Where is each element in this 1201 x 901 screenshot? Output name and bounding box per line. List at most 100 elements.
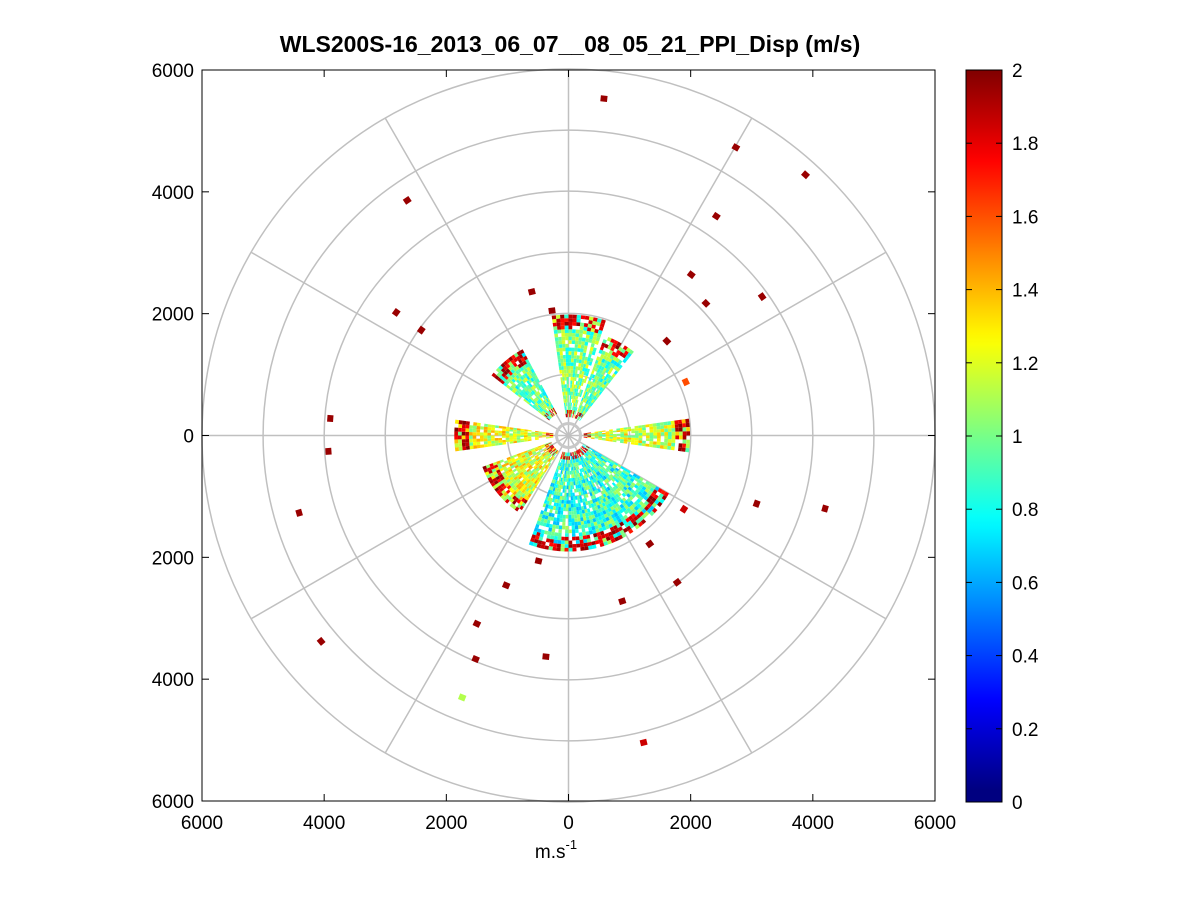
sector-1-bin (578, 362, 582, 367)
sector-3-bin (631, 430, 636, 434)
sector-1-bin (572, 410, 574, 414)
sector-4-bin (572, 451, 575, 456)
sector-2-bin (579, 404, 582, 409)
sector-4-bin (583, 482, 587, 487)
sector-3-bin (609, 433, 614, 436)
sector-4-bin (561, 459, 564, 463)
sector-5-bin (520, 430, 525, 433)
sector-4-bin (657, 488, 663, 494)
sector-1-bin (569, 413, 571, 418)
sector-4-bin (617, 481, 623, 486)
sector-3-bin (634, 425, 639, 429)
sector-5-bin (505, 435, 510, 438)
sector-4-bin (552, 546, 557, 551)
sector-4-bin (577, 521, 582, 526)
sector-4-bin (560, 462, 563, 467)
sector-1-bin (571, 332, 576, 337)
sector-4-bin (613, 474, 619, 479)
sector-0-bin (527, 394, 532, 399)
sector-4-bin (560, 547, 565, 552)
sector-0-bin (546, 406, 550, 411)
sector-2-bin (608, 349, 614, 355)
sector-6-bin (541, 451, 545, 455)
sector-0-bin (517, 387, 522, 393)
sector-0-bin (511, 378, 516, 383)
sector-4-bin (588, 526, 593, 532)
sector-4-bin (580, 546, 585, 551)
sector-6-bin (504, 462, 510, 467)
sector-3-bin (631, 437, 636, 441)
sector-1-bin (565, 362, 569, 366)
sector-4-bin (571, 511, 575, 515)
sector-4-bin (640, 493, 646, 499)
sector-3-bin (598, 430, 602, 433)
sector-0-bin (539, 384, 544, 389)
sector-5-bin (509, 435, 513, 438)
sector-2-bin (581, 410, 585, 414)
sector-4-bin (577, 473, 581, 477)
sector-1-bin (556, 351, 561, 356)
sector-5-bin (458, 442, 463, 448)
sector-4-bin (636, 508, 642, 514)
sector-4-bin (600, 467, 605, 472)
sector-1-bin (579, 389, 582, 394)
sector-1-bin (577, 366, 581, 371)
sector-4-bin (559, 484, 562, 489)
sector-5-bin (542, 431, 547, 434)
sector-4-bin (541, 514, 546, 519)
sector-4-bin (598, 465, 602, 469)
sector-2-bin (610, 359, 616, 365)
sector-5-bin (483, 435, 488, 439)
sector-4-bin (557, 495, 560, 500)
sector-6-bin (530, 462, 535, 467)
sector-4-bin (590, 503, 595, 508)
data-point-12 (662, 336, 672, 346)
sector-0-bin (508, 366, 513, 372)
sector-4-bin (592, 529, 597, 534)
sector-2-bin (607, 370, 612, 375)
sector-2-bin (588, 376, 592, 382)
sector-1-bin (585, 334, 590, 339)
sector-6-bin (529, 476, 534, 481)
sector-4-bin (561, 481, 564, 486)
sector-4-bin (530, 537, 535, 543)
sector-4-bin (600, 481, 605, 487)
sector-4-bin (572, 496, 576, 501)
sector-4-bin (641, 508, 647, 514)
sector-0-bin (530, 391, 534, 396)
sector-2-bin (601, 379, 606, 384)
sector-5-bin (483, 438, 488, 442)
sector-4-bin (578, 453, 581, 458)
sector-2-bin (597, 389, 601, 394)
sector-5-bin (538, 431, 543, 433)
sector-3-bin (671, 442, 676, 447)
sector-6-bin (536, 477, 540, 482)
sector-6-bin (546, 451, 550, 456)
sector-4-bin (579, 535, 584, 540)
sector-2-bin (618, 351, 624, 357)
sector-4-bin (565, 474, 568, 479)
sector-4-bin (612, 516, 618, 522)
sector-4-bin (584, 546, 589, 551)
sector-5-bin (454, 447, 460, 452)
sector-6-bin (508, 468, 513, 473)
sector-3-bin (609, 429, 613, 432)
sector-4-bin (597, 460, 602, 465)
sector-6-bin (533, 474, 537, 479)
sector-2-bin (580, 401, 584, 406)
sector-1-bin (570, 409, 572, 414)
sector-4-bin (548, 527, 553, 532)
sector-4-bin (599, 519, 604, 524)
sector-6-bin (509, 498, 515, 503)
sector-4-bin (591, 506, 596, 512)
sector-2-bin (582, 398, 585, 403)
sector-1-bin (575, 384, 578, 389)
sector-0-bin (515, 379, 521, 384)
sector-1-bin (563, 391, 566, 396)
sector-0-bin (500, 379, 505, 385)
sector-4-bin (625, 517, 631, 523)
sector-4-bin (583, 520, 588, 525)
sector-5-bin (549, 436, 554, 438)
sector-4-bin (651, 497, 657, 503)
sector-4-bin (550, 516, 555, 521)
